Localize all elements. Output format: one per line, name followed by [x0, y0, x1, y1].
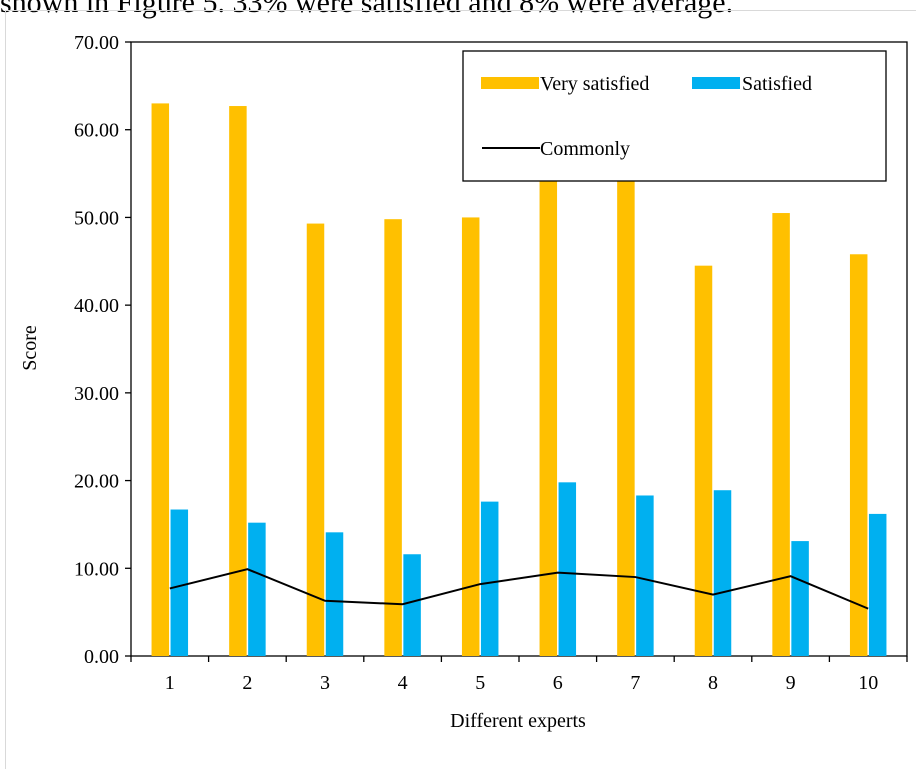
bar-satisfied-7 — [636, 495, 654, 656]
legend-swatch-satisfied — [692, 77, 740, 89]
y-tick-label: 0.00 — [84, 646, 119, 668]
legend-box — [462, 50, 887, 182]
bar-satisfied-9 — [791, 541, 809, 656]
bar-satisfied-2 — [248, 522, 266, 656]
bar-very-satisfied-7 — [617, 156, 635, 656]
x-tick-label: 1 — [165, 672, 175, 694]
bar-satisfied-1 — [170, 509, 189, 656]
caption-fragment: shown in Figure 5. 33% were satisfied an… — [0, 0, 734, 19]
bar-satisfied-3 — [325, 532, 344, 656]
page-border — [5, 10, 916, 769]
x-tick-label: 3 — [320, 672, 330, 694]
bar-very-satisfied-4 — [384, 219, 402, 656]
bar-very-satisfied-2 — [229, 106, 247, 656]
x-tick-label: 6 — [553, 672, 563, 694]
x-axis-label: Different experts — [450, 710, 586, 732]
y-tick-label: 60.00 — [74, 120, 119, 142]
y-tick-label: 40.00 — [74, 295, 119, 317]
legend-label-commonly: Commonly — [540, 138, 630, 160]
y-axis-label: Score — [19, 325, 41, 371]
x-tick-label: 8 — [708, 672, 718, 694]
bar-satisfied-5 — [480, 501, 499, 656]
x-tick-label: 2 — [242, 672, 252, 694]
bar-satisfied-6 — [558, 482, 577, 656]
y-tick-label: 20.00 — [74, 471, 119, 493]
line-commonly — [169, 568, 869, 610]
bar-very-satisfied-6 — [539, 138, 558, 656]
bar-satisfied-8 — [713, 490, 732, 656]
y-tick-label: 10.00 — [74, 558, 119, 580]
bar-very-satisfied-8 — [694, 265, 713, 656]
legend-swatch-very-satisfied — [481, 77, 539, 89]
x-tick-label: 4 — [398, 672, 408, 694]
x-tick-label: 7 — [630, 672, 640, 694]
bar-satisfied-4 — [403, 554, 421, 656]
x-tick-label: 9 — [786, 672, 796, 694]
bar-very-satisfied-5 — [461, 217, 480, 656]
chart-marks — [151, 103, 887, 657]
legend: Very satisfied Satisfied Commonly — [462, 50, 887, 182]
x-tick-label: 5 — [475, 672, 485, 694]
legend-label-very-satisfied: Very satisfied — [540, 73, 649, 95]
legend-label-satisfied: Satisfied — [742, 73, 812, 95]
chart-axes: 0.00 10.00 20.00 30.00 40.00 50.00 60.00 70.00 1… — [74, 32, 908, 694]
x-tick-label: 10 — [858, 672, 878, 694]
bar-satisfied-10 — [868, 513, 887, 656]
bar-very-satisfied-9 — [772, 213, 790, 657]
bar-very-satisfied-1 — [151, 103, 170, 656]
bar-very-satisfied-3 — [306, 223, 325, 656]
y-tick-label: 50.00 — [74, 207, 119, 229]
y-tick-label: 70.00 — [74, 32, 119, 54]
y-tick-label: 30.00 — [74, 383, 119, 405]
bar-very-satisfied-10 — [849, 254, 868, 657]
